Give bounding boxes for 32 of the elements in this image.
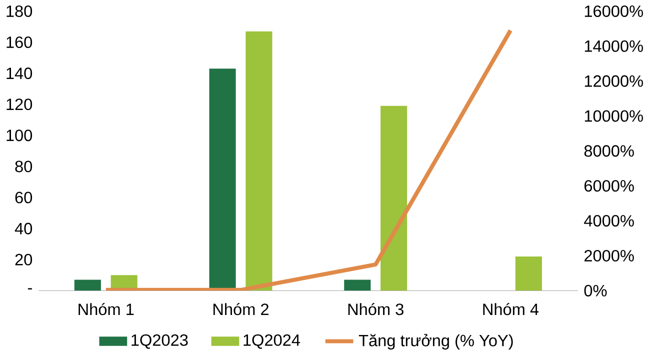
- x-tick-label: Nhóm 4: [483, 302, 539, 316]
- x-tick-label: Nhóm 2: [214, 302, 268, 316]
- bar: [344, 280, 371, 291]
- y-tick-label: 100: [6, 130, 32, 142]
- y2-tick-label: 6000%: [584, 180, 634, 192]
- y-tick-label: -: [28, 288, 32, 290]
- y-tick-label: 140: [6, 67, 32, 80]
- y2-tick-label: 4000%: [584, 214, 634, 226]
- y-tick-label: 40: [14, 222, 32, 234]
- y2-tick-label: 2000%: [584, 250, 634, 262]
- legend-label: Tăng trưởng (% YoY): [358, 334, 513, 350]
- y2-tick-label: 16000%: [584, 5, 643, 17]
- y2-tick-label: 14000%: [584, 40, 643, 52]
- bar: [209, 68, 236, 291]
- y2-tick-label: 10000%: [584, 110, 643, 122]
- y-tick-label: 120: [6, 98, 32, 110]
- y2-tick-label: 12000%: [584, 75, 643, 87]
- x-tick-label: Nhóm 1: [78, 302, 134, 316]
- y-tick-label: 160: [6, 36, 32, 48]
- y2-tick-label: 8000%: [584, 145, 634, 157]
- bar: [380, 106, 408, 291]
- y-tick-label: 80: [15, 160, 32, 172]
- y2-tick-label: 0%: [584, 284, 607, 296]
- x-tick-label: Nhóm 3: [348, 302, 404, 316]
- bar: [246, 31, 272, 291]
- y-tick-label: 60: [15, 192, 32, 204]
- legend-label: 1Q2024: [244, 334, 300, 349]
- bar: [515, 256, 542, 291]
- y-tick-label: 180: [6, 5, 32, 17]
- bar: [74, 280, 101, 291]
- legend-label: 1Q2023: [132, 334, 188, 349]
- y-tick-label: 20: [15, 254, 32, 266]
